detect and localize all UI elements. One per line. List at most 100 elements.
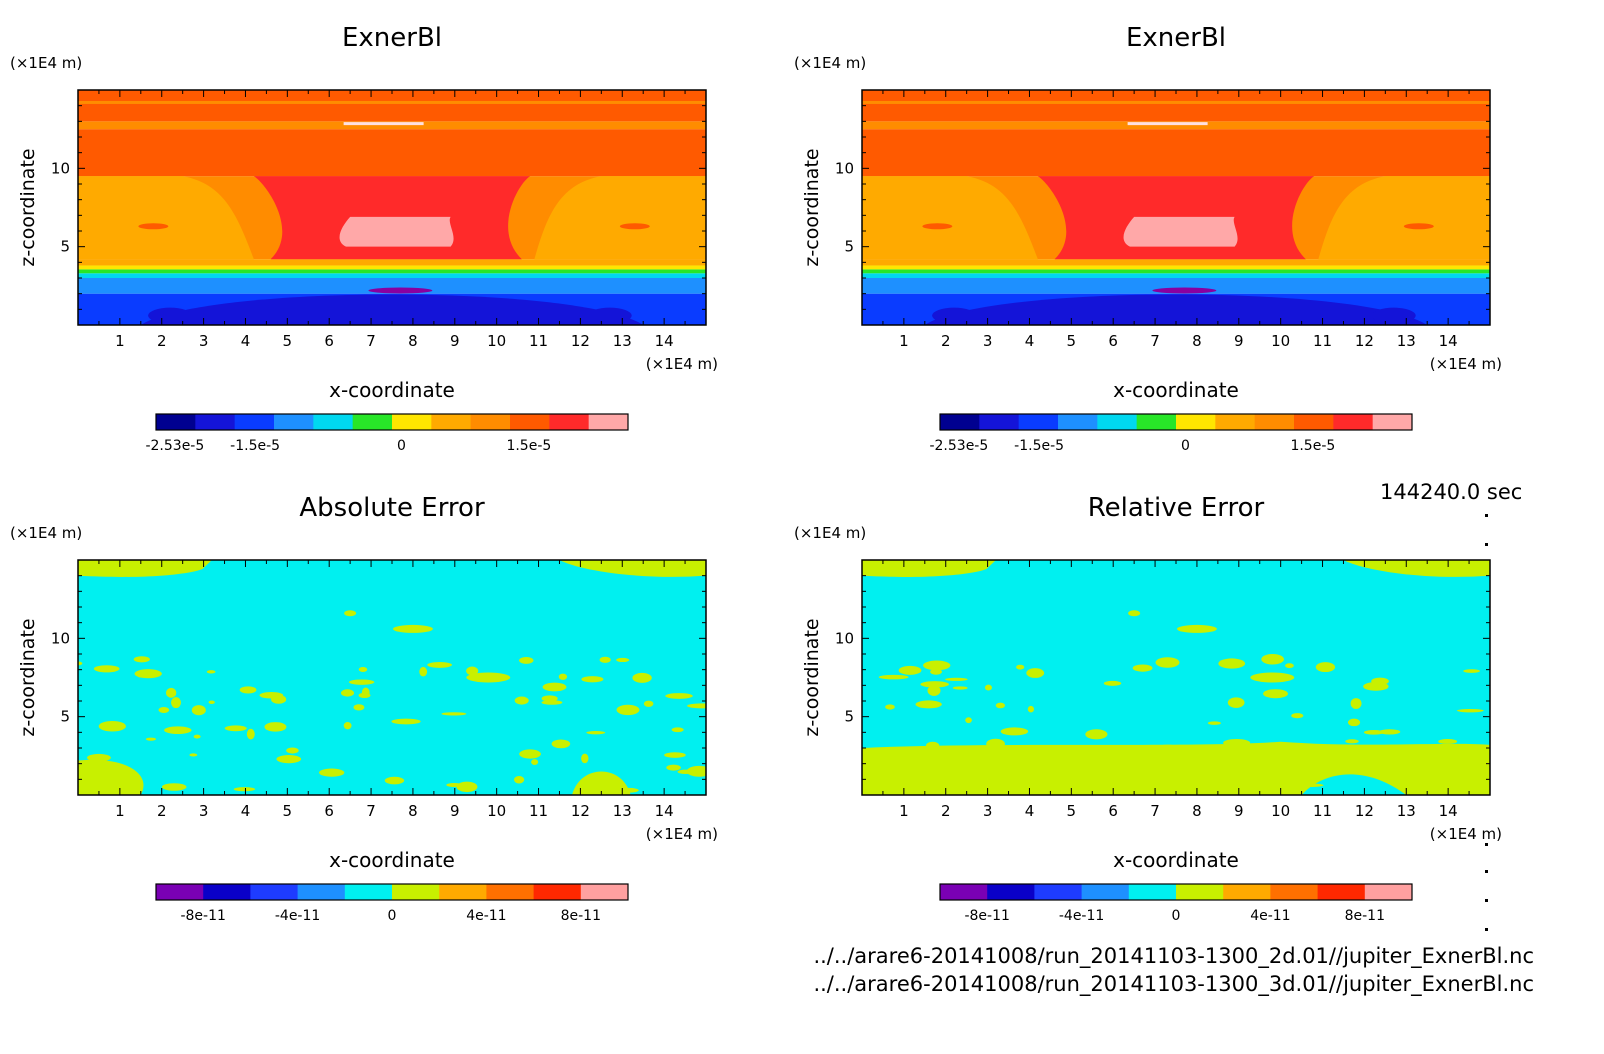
- x-tick-label: 14: [655, 802, 674, 820]
- contour-band: [78, 560, 706, 795]
- colorbar-frame: [939, 413, 1413, 431]
- error-blob: [1438, 739, 1458, 744]
- error-blob: [541, 695, 558, 702]
- colorbar-label: -4e-11: [1059, 908, 1104, 924]
- error-blob: [687, 703, 706, 709]
- error-blob: [233, 787, 256, 792]
- contour-band: [140, 294, 644, 325]
- error-blob: [353, 704, 365, 711]
- x-axis-label: x-coordinate: [1113, 848, 1239, 872]
- x-tick-label: 9: [1234, 332, 1244, 350]
- panel-absolute-error: Absolute Error (×1E4 m) 1 2 3 4 5 6 7 8 9 10 11 12 13 1…: [0, 470, 780, 940]
- error-blob: [206, 670, 216, 674]
- colorbar-label: 8e-11: [561, 908, 601, 924]
- colorbar-segment: [510, 414, 550, 430]
- y-axis-label: z-coordinate: [17, 148, 39, 266]
- error-blob: [343, 721, 352, 730]
- contour-band: [138, 223, 169, 230]
- x-tick-label: 6: [1108, 332, 1118, 350]
- colorbar-segment: [352, 414, 393, 430]
- x-tick-label: 4: [241, 802, 251, 820]
- contour-band: [78, 259, 706, 266]
- error-blob: [87, 753, 111, 762]
- x-axis-label: x-coordinate: [329, 848, 455, 872]
- contour-band: [862, 259, 1490, 266]
- error-blob: [1026, 777, 1052, 784]
- colorbar-segment: [1176, 884, 1224, 900]
- x-tick-label: 12: [1355, 802, 1374, 820]
- x-tick-label: 4: [1025, 802, 1035, 820]
- x-tick-label: 4: [1025, 332, 1035, 350]
- colorbar-segment: [203, 884, 251, 900]
- contour-band: [78, 90, 706, 122]
- y-tick-label: 10: [835, 159, 854, 177]
- error-blob: [1223, 738, 1251, 747]
- error-blob: [965, 717, 972, 724]
- error-blob: [1345, 739, 1359, 744]
- colorbar-label: -1.5e-5: [230, 438, 280, 454]
- colorbar-label: 0: [1172, 908, 1181, 924]
- error-blob: [619, 787, 639, 793]
- error-blob: [193, 734, 201, 739]
- plot-area: [78, 90, 706, 325]
- error-blob: [1141, 760, 1160, 770]
- x-tick-label: 5: [283, 332, 293, 350]
- contour-band: [78, 269, 706, 274]
- colorbar-label: 1.5e-5: [506, 438, 551, 454]
- chart-relative-error: Relative Error(×1E4 m)1 2 3 4 5 6 7 8 9 10 11 12 13 1…: [794, 493, 1502, 924]
- colorbar-segment: [1317, 884, 1366, 900]
- x-tick-label: 5: [283, 802, 293, 820]
- error-blob: [925, 741, 940, 750]
- x-tick-label: 14: [1439, 332, 1458, 350]
- error-blob: [898, 665, 922, 675]
- x-tick-label: 10: [1271, 802, 1290, 820]
- colorbar-segment: [156, 414, 196, 430]
- error-blob: [937, 784, 964, 788]
- contour-band: [1123, 216, 1238, 247]
- colorbar-segment: [1176, 414, 1216, 430]
- contour-band: [862, 278, 1490, 294]
- error-blob: [466, 666, 479, 676]
- colorbar-segment: [344, 884, 393, 900]
- colorbar-label: 0: [1181, 438, 1190, 454]
- x-axis-label: x-coordinate: [329, 378, 455, 402]
- colorbar-segment: [1270, 884, 1319, 900]
- error-blob: [1176, 624, 1217, 633]
- error-blob: [1103, 680, 1122, 686]
- contour-band: [78, 278, 706, 294]
- x-tick-label: 1: [115, 802, 125, 820]
- error-blob: [1373, 682, 1386, 690]
- marker-dot: [1485, 870, 1488, 873]
- colorbar-label: -2.53e-5: [929, 438, 988, 454]
- colorbar-label: 0: [388, 908, 397, 924]
- contour-band: [862, 121, 1490, 130]
- error-blob: [271, 694, 287, 704]
- y-axis-label: z-coordinate: [801, 148, 823, 266]
- y-tick-label: 5: [60, 708, 70, 726]
- x-tick-label: 3: [983, 802, 993, 820]
- y-tick-label: 5: [844, 708, 854, 726]
- error-blob: [665, 693, 693, 699]
- colorbar-segment: [1215, 414, 1256, 430]
- colorbar-label: 8e-11: [1345, 908, 1385, 924]
- x-tick-label: 1: [899, 802, 909, 820]
- error-blob: [551, 739, 571, 749]
- x-tick-label: 11: [529, 332, 548, 350]
- contour-band: [862, 560, 996, 577]
- error-blob: [427, 661, 452, 668]
- error-blob: [419, 666, 428, 677]
- error-blob: [666, 764, 681, 771]
- x-tick-label: 7: [1150, 802, 1160, 820]
- y-unit-label: (×1E4 m): [794, 524, 866, 542]
- x-unit-label: (×1E4 m): [1430, 825, 1502, 843]
- y-tick-label: 10: [51, 629, 70, 647]
- y-unit-label: (×1E4 m): [10, 54, 82, 72]
- marker-dot: [1485, 928, 1488, 931]
- colorbar-segment: [392, 884, 440, 900]
- colorbar-segment: [1372, 414, 1413, 430]
- x-tick-label: 5: [1067, 332, 1077, 350]
- error-blob: [93, 665, 120, 673]
- plot-area: [862, 560, 1490, 795]
- error-blob: [519, 749, 541, 759]
- x-tick-label: 10: [1271, 332, 1290, 350]
